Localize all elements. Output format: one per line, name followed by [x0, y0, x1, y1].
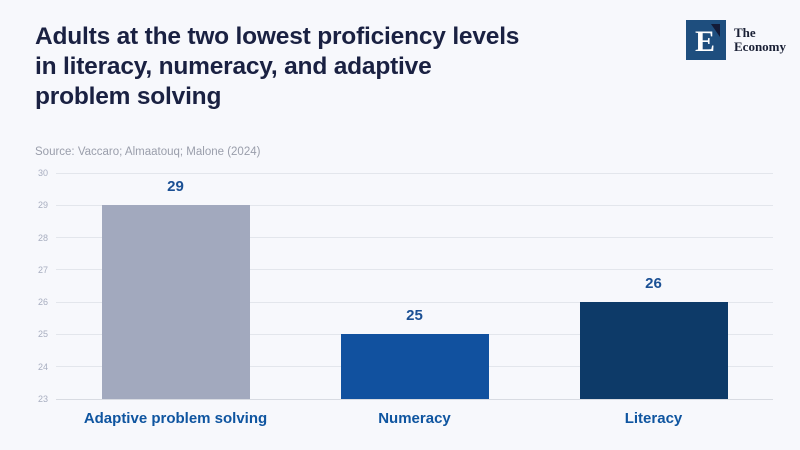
y-axis-tick-label: 26 — [37, 297, 48, 308]
brand-logo: E The Economy — [686, 20, 786, 60]
brand-name-line-1: The — [734, 25, 756, 40]
brand-name: The Economy — [734, 26, 786, 54]
bar-numeracy — [340, 334, 489, 399]
page-title-line-3: problem solving — [35, 83, 222, 110]
gridline — [56, 398, 773, 400]
y-axis-tick-label: 30 — [37, 168, 48, 178]
page-title-line-1: Adults at the two lowest proficiency lev… — [35, 23, 520, 50]
page-title-line-2: in literacy, numeracy, and adaptive — [35, 53, 432, 80]
bar-value-label: 25 — [406, 307, 423, 325]
y-axis-tick-label: 27 — [37, 264, 48, 275]
brand-logo-icon: E — [686, 20, 726, 60]
gridline — [56, 301, 773, 303]
gridline — [56, 237, 773, 239]
y-axis-tick-label: 28 — [37, 232, 48, 243]
bar-value-label: 29 — [167, 178, 184, 196]
gridline — [56, 269, 773, 271]
y-axis-tick-label: 29 — [37, 200, 48, 211]
logo-apostrophe-mark — [711, 24, 720, 37]
x-axis-category-label: Literacy — [624, 410, 683, 427]
gridline — [56, 172, 773, 174]
bar-value-label: 26 — [645, 275, 662, 293]
page-title: Adults at the two lowest proficiency lev… — [35, 22, 635, 112]
logo-letter: E — [695, 25, 715, 58]
y-axis-tick-label: 25 — [37, 329, 48, 340]
x-axis-category-label: Numeracy — [378, 410, 451, 427]
source-note: Source: Vaccaro; Almaatouq; Malone (2024… — [35, 146, 261, 158]
x-axis-category-label: Adaptive problem solving — [83, 410, 268, 427]
bar-adaptive-problem-solving — [101, 205, 250, 399]
y-axis-tick-label: 24 — [37, 361, 48, 372]
brand-name-line-2: Economy — [734, 39, 786, 54]
gridline — [56, 204, 773, 206]
y-axis-tick-label: 23 — [37, 394, 48, 404]
bar-literacy — [579, 302, 728, 399]
